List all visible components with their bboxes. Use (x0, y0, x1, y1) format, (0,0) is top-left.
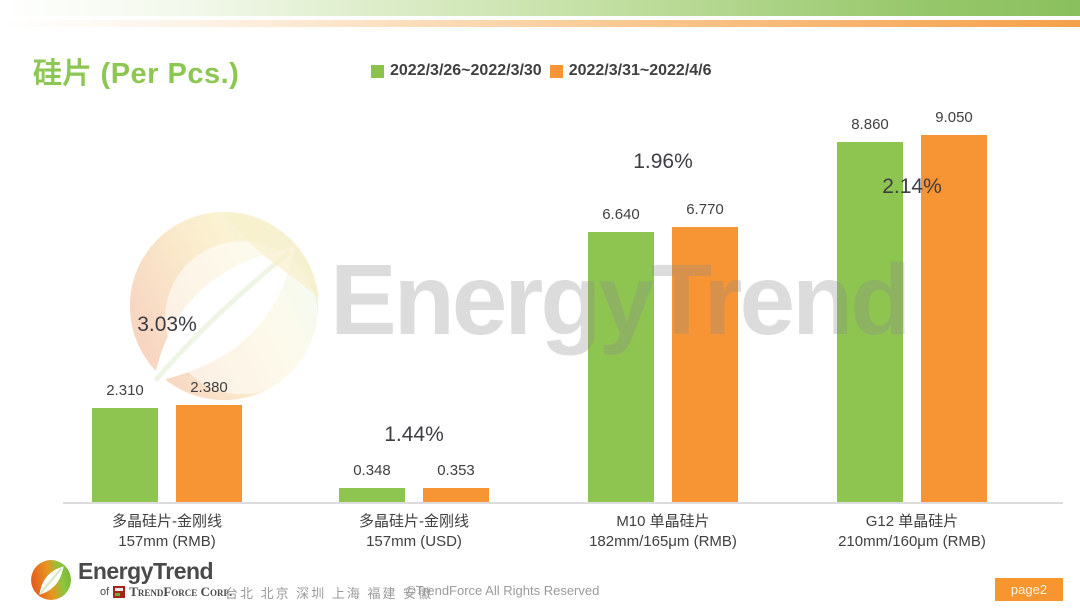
logo-sub-prefix: of (100, 586, 110, 598)
x-axis-line (63, 502, 1063, 504)
value-label-green-group4: 8.860 (851, 116, 889, 133)
value-label-green-group1: 2.310 (106, 382, 144, 399)
category-label-group4: G12 单晶硅片 210mm/160μm (RMB) (782, 512, 1042, 552)
energytrend-leaf-icon (31, 560, 71, 600)
bar-chart: 2.310 2.380 3.03% 多晶硅片-金刚线 157mm (RMB) 0.348 0… (63, 96, 1063, 550)
bar-orange-group4 (921, 135, 987, 502)
trendforce-brand: TrendForce Corp. (129, 584, 233, 599)
legend-swatch-orange-icon (549, 64, 563, 78)
category-label-line: 182mm/165μm (RMB) (589, 533, 737, 550)
logo-subtitle: of TrendForce Corp. (78, 584, 232, 600)
bar-green-group3 (588, 232, 654, 502)
energytrend-logo: EnergyTrend of TrendForce Corp. (30, 559, 232, 601)
value-label-orange-group3: 6.770 (686, 201, 724, 218)
value-label-green-group3: 6.640 (602, 206, 640, 223)
bar-orange-group3 (672, 227, 738, 502)
legend-swatch-green-icon (371, 64, 384, 78)
page-number-badge: page2 (995, 578, 1063, 601)
change-percent-label-group4: 2.14% (882, 175, 942, 198)
legend-item-period1: 2022/3/26~2022/3/30 (371, 62, 542, 80)
footer-copyright: ©TrendForce All Rights Reserved (406, 583, 600, 598)
legend-item-period2: 2022/3/31~2022/4/6 (549, 62, 712, 80)
bar-green-group4 (837, 142, 903, 502)
change-percent-label-group1: 3.03% (137, 313, 197, 336)
legend-label-period1: 2022/3/26~2022/3/30 (390, 62, 542, 79)
value-label-orange-group2: 0.353 (437, 462, 475, 479)
category-label-line: M10 单晶硅片 (616, 513, 710, 530)
category-label-line: 多晶硅片-金刚线 (359, 513, 469, 530)
chart-legend: 2022/3/26~2022/3/30 2022/3/31~2022/4/6 (371, 62, 712, 80)
value-label-green-group2: 0.348 (353, 462, 391, 479)
top-band-green (0, 0, 1080, 16)
category-label-line: 157mm (RMB) (118, 533, 216, 550)
top-band-orange (0, 20, 1080, 27)
category-label-line: 210mm/160μm (RMB) (838, 533, 986, 550)
footer-cities: 台北 北京 深圳 上海 福建 安徽 (225, 586, 434, 601)
logo-wordmark: EnergyTrend (78, 558, 214, 584)
value-label-orange-group4: 9.050 (935, 109, 973, 126)
leaf-watermark-icon (129, 211, 320, 401)
bar-green-group1 (92, 408, 158, 502)
legend-label-period2: 2022/3/31~2022/4/6 (568, 62, 712, 79)
category-label-line: G12 单晶硅片 (865, 513, 959, 530)
category-label-line: 157mm (USD) (366, 533, 462, 550)
trendforce-logo-icon (113, 586, 126, 598)
category-label-group1: 多晶硅片-金刚线 157mm (RMB) (37, 512, 297, 552)
change-percent-label-group3: 1.96% (633, 150, 693, 173)
change-percent-label-group2: 1.44% (384, 423, 444, 446)
page-title: 硅片 (Per Pcs.) (33, 58, 240, 90)
value-label-orange-group1: 2.380 (190, 379, 228, 396)
bar-orange-group2 (423, 488, 489, 502)
bar-orange-group1 (176, 405, 242, 502)
category-label-group2: 多晶硅片-金刚线 157mm (USD) (284, 512, 544, 552)
bar-green-group2 (339, 488, 405, 502)
category-label-line: 多晶硅片-金刚线 (112, 513, 222, 530)
category-label-group3: M10 单晶硅片 182mm/165μm (RMB) (533, 512, 793, 552)
